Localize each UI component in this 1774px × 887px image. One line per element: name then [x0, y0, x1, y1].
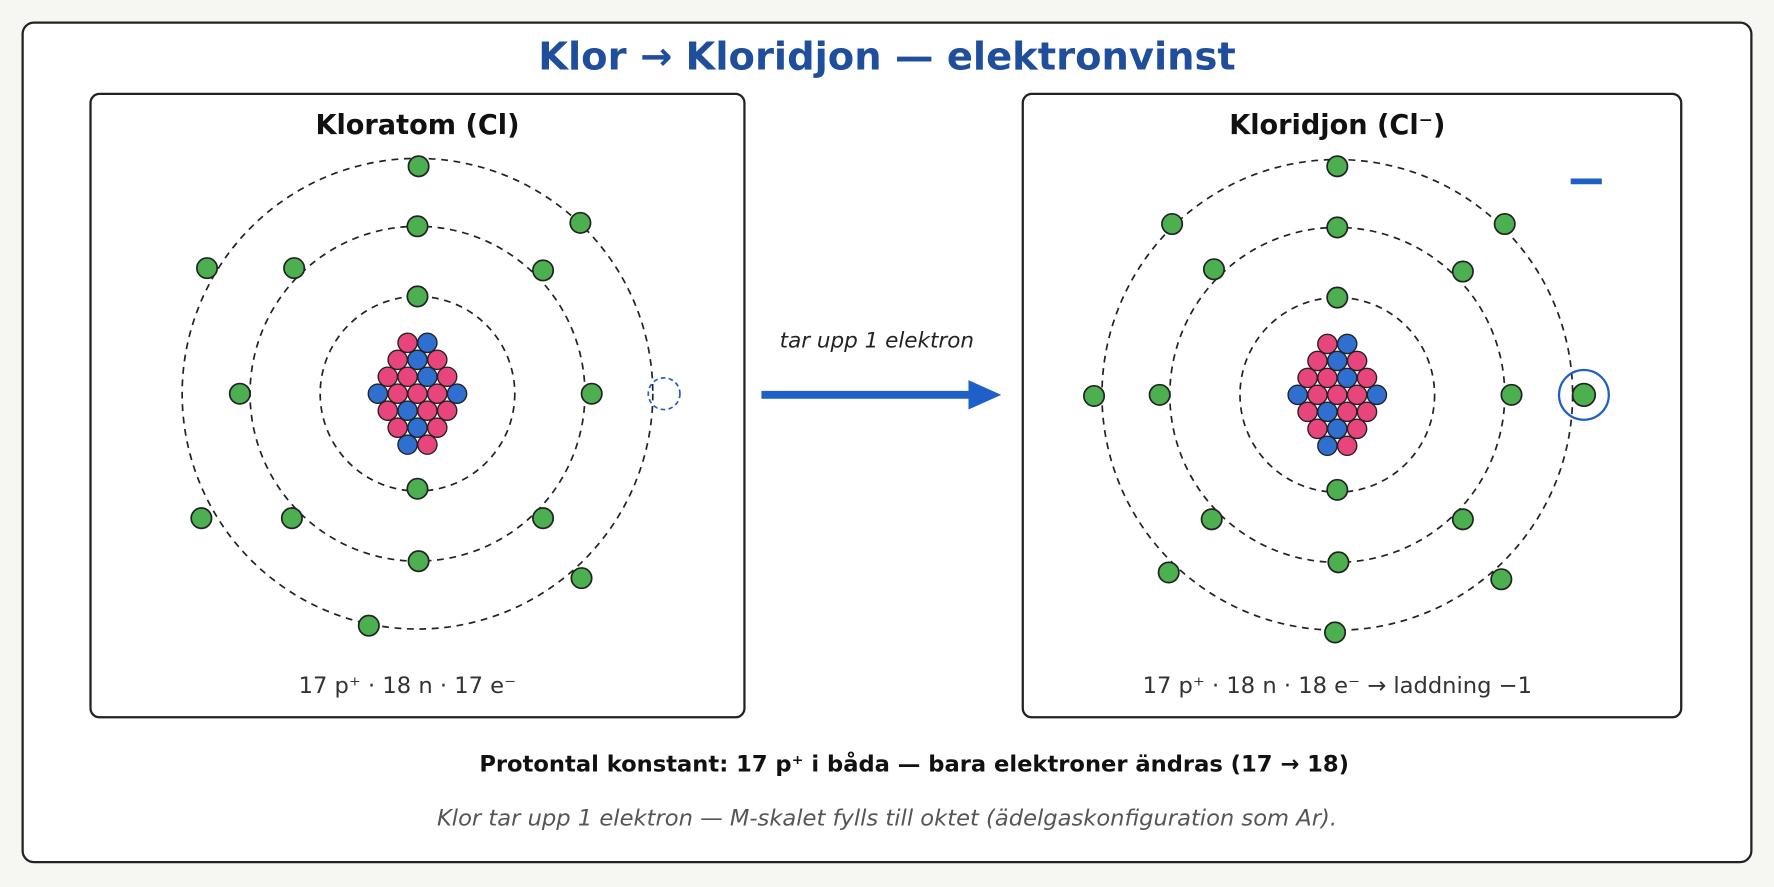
nucleon: [397, 366, 418, 388]
note: Klor tar upp 1 elektron — M-skalet fylls…: [437, 806, 1337, 832]
nucleon: [417, 434, 438, 455]
panel-stats: 17 p⁺ · 18 n · 18 e⁻ → laddning −1: [1143, 673, 1532, 699]
electron: [1202, 258, 1225, 281]
electron: [1493, 212, 1516, 236]
nucleon: [1317, 435, 1338, 457]
panel-stats: 17 p⁺ · 18 n · 17 e⁻: [299, 673, 516, 699]
nucleon: [1297, 401, 1318, 423]
nucleon: [397, 434, 418, 455]
arrow-head: [968, 380, 1002, 410]
nucleon: [387, 417, 408, 438]
electron: [1490, 568, 1513, 591]
nucleon: [1346, 418, 1368, 440]
nucleon: [426, 349, 448, 371]
electron: [196, 257, 219, 280]
electron: [357, 614, 380, 637]
nucleon: [426, 417, 448, 438]
nucleon: [1317, 401, 1338, 423]
electron: [406, 285, 429, 308]
nucleon: [1336, 367, 1358, 389]
nucleon: [1336, 435, 1358, 457]
nucleon: [417, 332, 438, 354]
electron: [228, 382, 251, 405]
nucleon: [1297, 367, 1318, 389]
empty-slot: [647, 377, 681, 411]
nucleon: [436, 400, 458, 421]
charge-sign: −: [1565, 151, 1607, 209]
electron: [1200, 508, 1223, 531]
nucleon: [1346, 350, 1368, 372]
electron: [580, 382, 603, 405]
electron: [569, 211, 592, 234]
nucleon: [407, 383, 428, 405]
nucleon: [1336, 333, 1358, 355]
electron: [1326, 478, 1349, 501]
nucleon: [1356, 367, 1378, 389]
panel: [89, 92, 746, 719]
nucleon: [446, 383, 468, 405]
nucleon: [1356, 401, 1378, 423]
nucleon: [367, 383, 389, 405]
electron: [1327, 551, 1350, 574]
nucleon: [377, 400, 399, 421]
panel-title: Kloridjon (Cl⁻): [1229, 110, 1445, 141]
electron: [406, 215, 429, 238]
nucleon: [1307, 350, 1328, 372]
electron: [1083, 384, 1106, 408]
nucleon: [1346, 384, 1368, 406]
nucleon: [417, 400, 438, 421]
electron: [280, 507, 303, 530]
panel-title: Kloratom (Cl): [315, 110, 519, 141]
nucleon: [436, 366, 458, 388]
gained-electron: [1571, 382, 1597, 408]
summary: Protontal konstant: 17 p⁺ i båda — bara …: [479, 750, 1349, 777]
electron: [1323, 621, 1347, 644]
electron: [1326, 155, 1349, 178]
nucleon: [1326, 350, 1348, 372]
electron: [1451, 508, 1474, 531]
title: Klor → Kloridjon — elektronvinst: [538, 34, 1236, 79]
electron: [190, 507, 213, 530]
electron: [532, 507, 555, 530]
electron: [406, 477, 429, 500]
arrow-label: tar upp 1 elektron: [780, 329, 974, 354]
electron: [1326, 286, 1349, 309]
electron: [1148, 383, 1171, 406]
gained-ring: [1557, 368, 1610, 421]
nucleon: [1326, 418, 1348, 440]
electron: [1157, 561, 1180, 584]
nucleon: [407, 349, 428, 371]
electron: [407, 155, 430, 178]
nucleon: [397, 332, 418, 354]
nucleon: [1307, 384, 1328, 406]
electron: [1500, 383, 1523, 406]
nucleon: [1317, 333, 1338, 355]
nucleon: [407, 417, 428, 438]
nucleon: [417, 366, 438, 388]
nucleon: [1366, 384, 1388, 406]
nucleon: [1326, 384, 1348, 406]
electron: [1326, 216, 1349, 239]
nucleon: [1317, 367, 1338, 389]
nucleon: [1307, 418, 1328, 440]
nucleon: [377, 366, 399, 388]
electron: [1451, 260, 1474, 283]
electron: [570, 567, 593, 590]
nucleon: [426, 383, 448, 405]
electron: [532, 259, 555, 282]
nucleon: [397, 400, 418, 421]
electron: [407, 550, 430, 573]
nucleon: [1336, 401, 1358, 423]
electron: [1161, 212, 1184, 236]
nucleon: [1287, 384, 1308, 406]
nucleon: [387, 349, 408, 371]
nucleon: [387, 383, 408, 405]
electron: [283, 257, 306, 280]
